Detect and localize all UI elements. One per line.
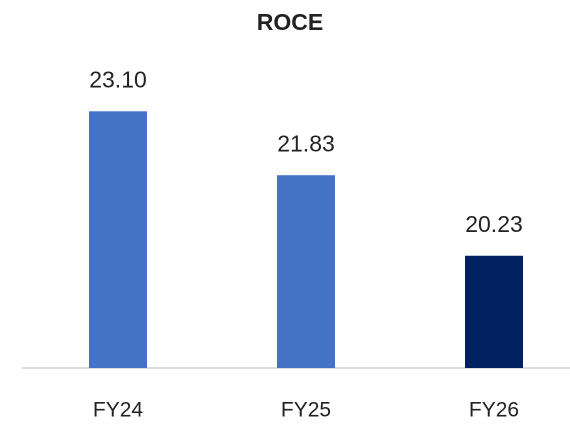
chart-title: ROCE: [257, 9, 323, 35]
bar: [277, 175, 335, 368]
value-label: 20.23: [465, 211, 523, 237]
bar: [465, 255, 523, 368]
value-label: 23.10: [89, 66, 147, 92]
x-tick-label: FY24: [93, 399, 144, 422]
x-tick-label: FY26: [469, 399, 519, 422]
value-label: 21.83: [277, 130, 335, 156]
bar: [89, 111, 147, 369]
x-tick-label: FY25: [281, 399, 331, 422]
